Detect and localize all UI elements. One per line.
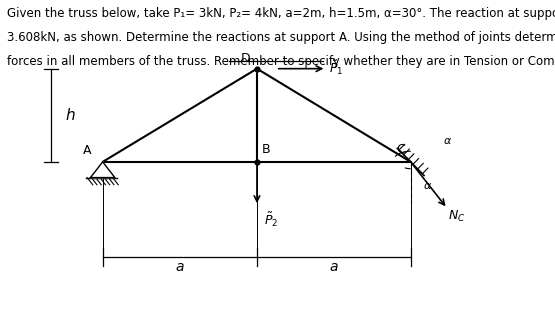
Text: $\tilde{P}_1$: $\tilde{P}_1$ — [329, 59, 344, 77]
Text: $\tilde{P}_2$: $\tilde{P}_2$ — [264, 211, 278, 230]
Text: C: C — [396, 143, 405, 156]
Text: forces in all members of the truss. Remember to specify whether they are in Tens: forces in all members of the truss. Reme… — [7, 55, 555, 68]
Text: $\alpha$: $\alpha$ — [443, 136, 452, 146]
Text: $a$: $a$ — [329, 260, 339, 274]
Text: D: D — [241, 52, 250, 65]
Text: $h$: $h$ — [65, 107, 76, 123]
Text: $\alpha$: $\alpha$ — [423, 181, 432, 191]
Text: 3.608kN, as shown. Determine the reactions at support A. Using the method of joi: 3.608kN, as shown. Determine the reactio… — [7, 31, 555, 44]
Polygon shape — [90, 162, 115, 178]
Text: $N_C$: $N_C$ — [448, 209, 466, 224]
Text: A: A — [83, 144, 92, 157]
Text: $a$: $a$ — [175, 260, 185, 274]
Text: Given the truss below, take P₁= 3kN, P₂= 4kN, a=2m, h=1.5m, α=30°. The reaction : Given the truss below, take P₁= 3kN, P₂=… — [7, 7, 555, 20]
Text: B: B — [261, 143, 270, 156]
